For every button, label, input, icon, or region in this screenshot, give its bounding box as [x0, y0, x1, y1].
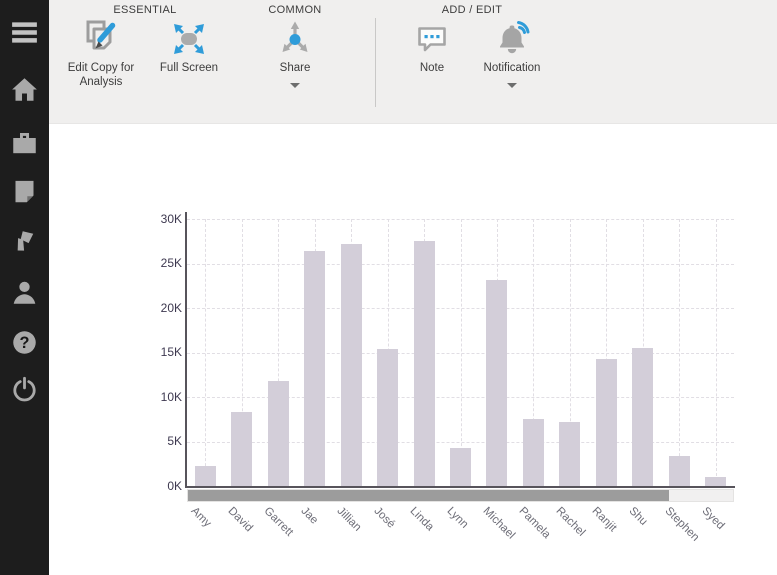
sidebar-item-home[interactable]	[11, 76, 38, 103]
button-label: Full Screen	[159, 62, 219, 74]
bar-josé[interactable]	[377, 349, 399, 486]
full-screen-icon	[174, 24, 204, 54]
notification-button[interactable]: Notification	[472, 17, 552, 123]
button-label: Edit Copy for Analysis	[67, 62, 135, 88]
bar-jillian[interactable]	[340, 244, 362, 486]
scrollbar-thumb[interactable]	[188, 490, 670, 501]
y-tick-label: 30K	[160, 211, 182, 226]
chevron-down-icon[interactable]	[507, 83, 517, 88]
sidebar-item-power[interactable]	[11, 376, 38, 403]
v-gridline	[533, 219, 535, 486]
home-icon	[12, 78, 37, 101]
v-gridline	[278, 219, 280, 486]
bar-stephen[interactable]	[668, 456, 690, 486]
note-page-icon	[15, 180, 34, 203]
svg-text:?: ?	[20, 334, 30, 352]
note-icon	[418, 27, 446, 52]
v-gridline	[715, 219, 717, 486]
x-axis-line	[185, 486, 735, 488]
bar-lynn[interactable]	[450, 448, 471, 486]
bar-pamela[interactable]	[522, 419, 544, 486]
menu-icon	[12, 22, 37, 43]
bar-david[interactable]	[231, 412, 253, 486]
help-icon: ?	[13, 331, 36, 354]
x-axis-label: Jillian	[334, 505, 364, 534]
ribbon-group-label: ESSENTIAL	[113, 4, 177, 16]
y-tick-label: 15K	[160, 345, 182, 359]
share-icon	[282, 21, 308, 52]
y-axis-labels: 30K 25K 20K 15K 10K 5K 0K	[138, 212, 182, 493]
x-axis-label: José	[371, 505, 397, 531]
x-axis-label: Rachel	[553, 505, 588, 539]
sidebar-item-menu[interactable]	[11, 19, 38, 46]
edit-copy-icon	[86, 20, 116, 50]
ribbon-group-add-edit: ADD / EDIT Note	[384, 0, 552, 123]
pages-icon	[17, 231, 34, 251]
person-icon	[13, 281, 36, 304]
chevron-down-icon[interactable]	[290, 83, 300, 88]
x-axis-label: Michael	[480, 505, 517, 542]
y-tick-label: 0K	[167, 478, 182, 493]
briefcase-icon	[13, 132, 36, 154]
sidebar-item-profile[interactable]	[11, 279, 38, 306]
bar-chart: 30K 25K 20K 15K 10K 5K 0K Amy David Garrett Jae Ji…	[0, 124, 777, 575]
power-icon	[13, 376, 36, 402]
notification-icon	[500, 21, 530, 54]
chart-scrollbar[interactable]	[187, 489, 734, 502]
x-axis-label: Ranjit	[589, 505, 620, 535]
bar-michael[interactable]	[486, 280, 508, 486]
ribbon-toolbar: ESSENTIAL Edit Copy for Analysis	[49, 0, 777, 124]
v-gridline	[460, 219, 462, 486]
sidebar: ?	[0, 0, 49, 575]
x-axis-label: Syed	[699, 505, 727, 533]
note-button[interactable]: Note	[392, 17, 472, 123]
x-axis-label: Lynn	[444, 505, 470, 531]
x-axis-label: Pamela	[516, 505, 553, 542]
sidebar-item-help[interactable]: ?	[11, 329, 38, 356]
ribbon-group-label: COMMON	[268, 4, 322, 16]
bar-linda[interactable]	[413, 241, 435, 486]
y-axis-line	[185, 212, 187, 488]
x-axis-labels: Amy David Garrett Jae Jillian José Linda Lynn Mi…	[187, 505, 777, 575]
x-axis-label: Shu	[626, 505, 650, 528]
sidebar-item-notes[interactable]	[11, 178, 38, 205]
ribbon-group-label: ADD / EDIT	[441, 4, 503, 16]
v-gridline	[205, 219, 207, 486]
ribbon-group-common: COMMON	[249, 0, 341, 123]
v-gridline	[679, 219, 681, 486]
x-axis-label: Jae	[298, 505, 320, 527]
bar-garrett[interactable]	[267, 381, 289, 486]
y-tick-label: 5K	[167, 434, 182, 448]
plot-area	[187, 219, 734, 486]
ribbon-divider	[375, 18, 376, 107]
x-axis-label: Stephen	[662, 505, 702, 544]
x-axis-label: Amy	[188, 505, 214, 530]
x-axis-label: Linda	[407, 505, 436, 534]
v-gridline	[569, 219, 571, 486]
y-tick-label: 20K	[160, 300, 182, 315]
bar-rachel[interactable]	[559, 422, 581, 486]
ribbon-group-essential: ESSENTIAL Edit Copy for Analysis	[49, 0, 233, 123]
full-screen-button[interactable]: Full Screen	[145, 17, 233, 123]
bar-ranjit[interactable]	[595, 359, 617, 486]
x-axis-label: Garrett	[261, 505, 296, 539]
button-label: Notification	[483, 62, 541, 74]
edit-copy-for-analysis-button[interactable]: Edit Copy for Analysis	[57, 17, 145, 123]
v-gridline	[606, 219, 608, 486]
bar-syed[interactable]	[705, 477, 727, 486]
sidebar-item-documents[interactable]	[11, 226, 38, 253]
share-button[interactable]: Share	[249, 17, 341, 123]
bar-amy[interactable]	[194, 466, 216, 486]
v-gridline	[241, 219, 243, 486]
x-axis-label: David	[225, 505, 255, 535]
sidebar-item-briefcase[interactable]	[11, 129, 38, 156]
y-tick-label: 10K	[160, 389, 182, 404]
button-label: Note	[419, 62, 445, 74]
bar-jae[interactable]	[304, 251, 326, 486]
y-tick-label: 25K	[160, 256, 182, 270]
button-label: Share	[279, 62, 311, 74]
bar-shu[interactable]	[632, 348, 654, 486]
